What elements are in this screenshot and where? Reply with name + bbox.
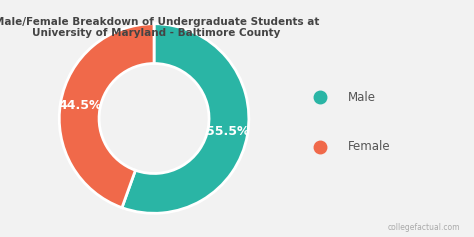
- Wedge shape: [122, 24, 249, 213]
- Text: 55.5%: 55.5%: [206, 125, 250, 138]
- Text: collegefactual.com: collegefactual.com: [387, 223, 460, 232]
- Text: Male/Female Breakdown of Undergraduate Students at
University of Maryland - Balt: Male/Female Breakdown of Undergraduate S…: [0, 17, 319, 38]
- Text: Male: Male: [348, 91, 376, 104]
- Text: Female: Female: [348, 141, 391, 153]
- Text: 44.5%: 44.5%: [58, 99, 102, 112]
- Wedge shape: [59, 24, 154, 208]
